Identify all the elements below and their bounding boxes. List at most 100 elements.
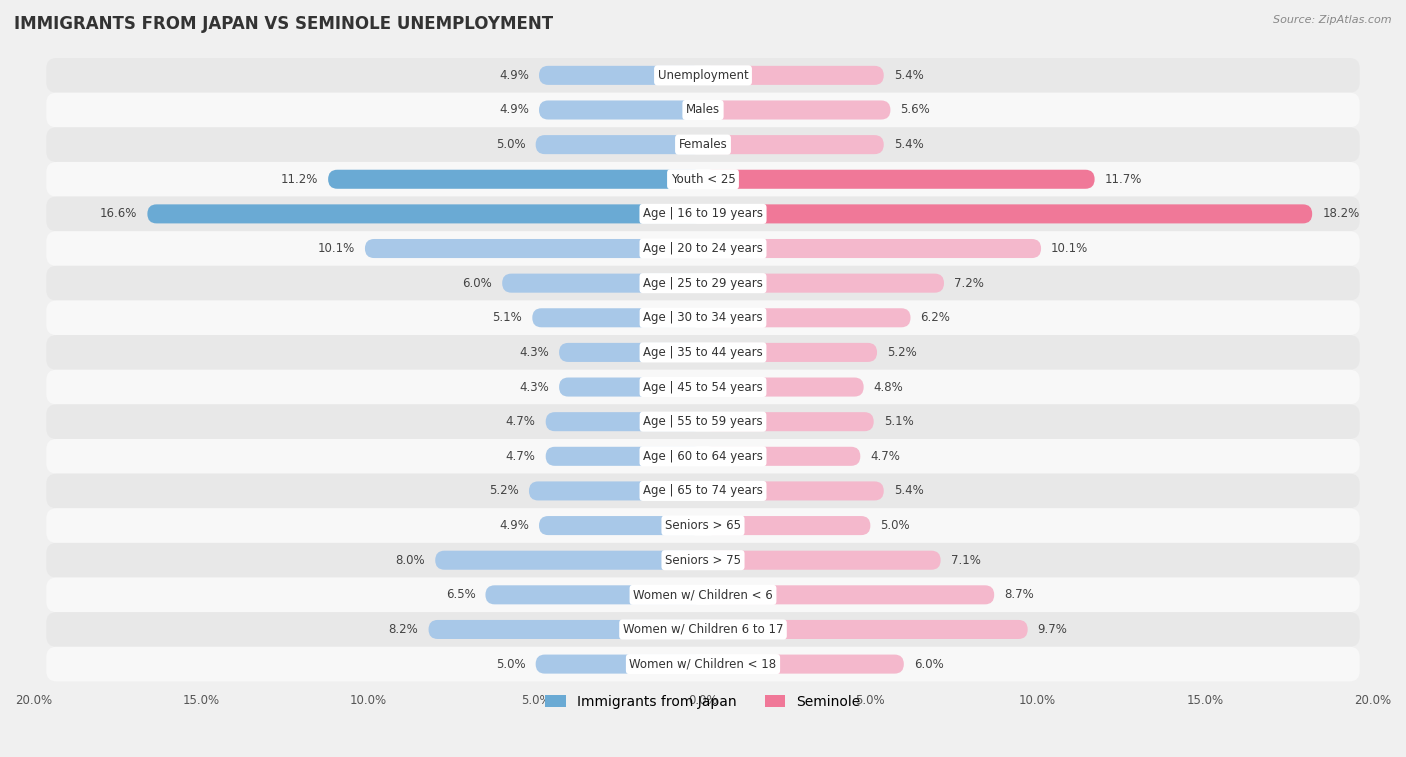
Text: 5.1%: 5.1% <box>492 311 522 324</box>
FancyBboxPatch shape <box>703 378 863 397</box>
FancyBboxPatch shape <box>485 585 703 604</box>
Text: 5.4%: 5.4% <box>894 69 924 82</box>
FancyBboxPatch shape <box>703 620 1028 639</box>
Text: 18.2%: 18.2% <box>1322 207 1360 220</box>
Text: Women w/ Children < 6: Women w/ Children < 6 <box>633 588 773 601</box>
FancyBboxPatch shape <box>46 474 1360 508</box>
Text: 6.5%: 6.5% <box>446 588 475 601</box>
FancyBboxPatch shape <box>148 204 703 223</box>
Text: Youth < 25: Youth < 25 <box>671 173 735 185</box>
Text: Age | 20 to 24 years: Age | 20 to 24 years <box>643 242 763 255</box>
FancyBboxPatch shape <box>46 127 1360 162</box>
Text: 6.2%: 6.2% <box>921 311 950 324</box>
FancyBboxPatch shape <box>46 404 1360 439</box>
FancyBboxPatch shape <box>46 231 1360 266</box>
Text: Males: Males <box>686 104 720 117</box>
Text: Females: Females <box>679 138 727 151</box>
FancyBboxPatch shape <box>703 585 994 604</box>
FancyBboxPatch shape <box>703 481 884 500</box>
FancyBboxPatch shape <box>536 655 703 674</box>
Text: 5.0%: 5.0% <box>496 658 526 671</box>
Text: 5.4%: 5.4% <box>894 138 924 151</box>
FancyBboxPatch shape <box>703 343 877 362</box>
FancyBboxPatch shape <box>703 204 1312 223</box>
Text: 5.0%: 5.0% <box>496 138 526 151</box>
Text: 5.2%: 5.2% <box>887 346 917 359</box>
FancyBboxPatch shape <box>46 543 1360 578</box>
FancyBboxPatch shape <box>703 550 941 570</box>
FancyBboxPatch shape <box>46 369 1360 404</box>
FancyBboxPatch shape <box>560 343 703 362</box>
Text: 5.1%: 5.1% <box>884 415 914 428</box>
FancyBboxPatch shape <box>703 308 911 327</box>
FancyBboxPatch shape <box>703 135 884 154</box>
FancyBboxPatch shape <box>46 439 1360 474</box>
Text: 6.0%: 6.0% <box>914 658 943 671</box>
Text: 4.7%: 4.7% <box>870 450 900 463</box>
FancyBboxPatch shape <box>703 655 904 674</box>
Text: Women w/ Children 6 to 17: Women w/ Children 6 to 17 <box>623 623 783 636</box>
FancyBboxPatch shape <box>46 646 1360 681</box>
FancyBboxPatch shape <box>560 378 703 397</box>
Text: Women w/ Children < 18: Women w/ Children < 18 <box>630 658 776 671</box>
Text: Unemployment: Unemployment <box>658 69 748 82</box>
FancyBboxPatch shape <box>46 301 1360 335</box>
Text: Age | 30 to 34 years: Age | 30 to 34 years <box>643 311 763 324</box>
Text: 4.9%: 4.9% <box>499 69 529 82</box>
Text: Seniors > 75: Seniors > 75 <box>665 553 741 567</box>
FancyBboxPatch shape <box>703 273 943 293</box>
FancyBboxPatch shape <box>533 308 703 327</box>
FancyBboxPatch shape <box>46 197 1360 231</box>
FancyBboxPatch shape <box>703 239 1040 258</box>
Text: Age | 25 to 29 years: Age | 25 to 29 years <box>643 276 763 290</box>
Text: 7.2%: 7.2% <box>955 276 984 290</box>
Text: 4.8%: 4.8% <box>873 381 904 394</box>
Text: 4.3%: 4.3% <box>519 346 548 359</box>
Text: 5.2%: 5.2% <box>489 484 519 497</box>
FancyBboxPatch shape <box>536 135 703 154</box>
Text: 5.0%: 5.0% <box>880 519 910 532</box>
Text: 8.7%: 8.7% <box>1004 588 1033 601</box>
FancyBboxPatch shape <box>46 508 1360 543</box>
FancyBboxPatch shape <box>46 162 1360 197</box>
FancyBboxPatch shape <box>46 58 1360 92</box>
Text: 11.7%: 11.7% <box>1105 173 1142 185</box>
FancyBboxPatch shape <box>538 101 703 120</box>
Text: 10.1%: 10.1% <box>1052 242 1088 255</box>
FancyBboxPatch shape <box>46 578 1360 612</box>
Text: Age | 60 to 64 years: Age | 60 to 64 years <box>643 450 763 463</box>
FancyBboxPatch shape <box>328 170 703 188</box>
Text: 4.7%: 4.7% <box>506 415 536 428</box>
FancyBboxPatch shape <box>703 412 873 431</box>
FancyBboxPatch shape <box>538 66 703 85</box>
FancyBboxPatch shape <box>703 170 1095 188</box>
Text: 4.3%: 4.3% <box>519 381 548 394</box>
FancyBboxPatch shape <box>436 550 703 570</box>
Text: 10.1%: 10.1% <box>318 242 354 255</box>
Text: Age | 65 to 74 years: Age | 65 to 74 years <box>643 484 763 497</box>
FancyBboxPatch shape <box>703 101 890 120</box>
FancyBboxPatch shape <box>703 66 884 85</box>
Text: 8.2%: 8.2% <box>388 623 419 636</box>
Text: Seniors > 65: Seniors > 65 <box>665 519 741 532</box>
Text: Age | 45 to 54 years: Age | 45 to 54 years <box>643 381 763 394</box>
FancyBboxPatch shape <box>703 447 860 466</box>
Text: 4.9%: 4.9% <box>499 104 529 117</box>
Text: Age | 16 to 19 years: Age | 16 to 19 years <box>643 207 763 220</box>
Text: Source: ZipAtlas.com: Source: ZipAtlas.com <box>1274 15 1392 25</box>
Text: 6.0%: 6.0% <box>463 276 492 290</box>
Text: 16.6%: 16.6% <box>100 207 138 220</box>
Text: 5.6%: 5.6% <box>900 104 931 117</box>
FancyBboxPatch shape <box>46 92 1360 127</box>
Text: Age | 35 to 44 years: Age | 35 to 44 years <box>643 346 763 359</box>
FancyBboxPatch shape <box>546 447 703 466</box>
Text: 5.4%: 5.4% <box>894 484 924 497</box>
FancyBboxPatch shape <box>46 612 1360 646</box>
FancyBboxPatch shape <box>538 516 703 535</box>
Text: Age | 55 to 59 years: Age | 55 to 59 years <box>643 415 763 428</box>
FancyBboxPatch shape <box>46 335 1360 369</box>
FancyBboxPatch shape <box>46 266 1360 301</box>
Text: 4.7%: 4.7% <box>506 450 536 463</box>
Text: IMMIGRANTS FROM JAPAN VS SEMINOLE UNEMPLOYMENT: IMMIGRANTS FROM JAPAN VS SEMINOLE UNEMPL… <box>14 15 553 33</box>
Text: 7.1%: 7.1% <box>950 553 980 567</box>
